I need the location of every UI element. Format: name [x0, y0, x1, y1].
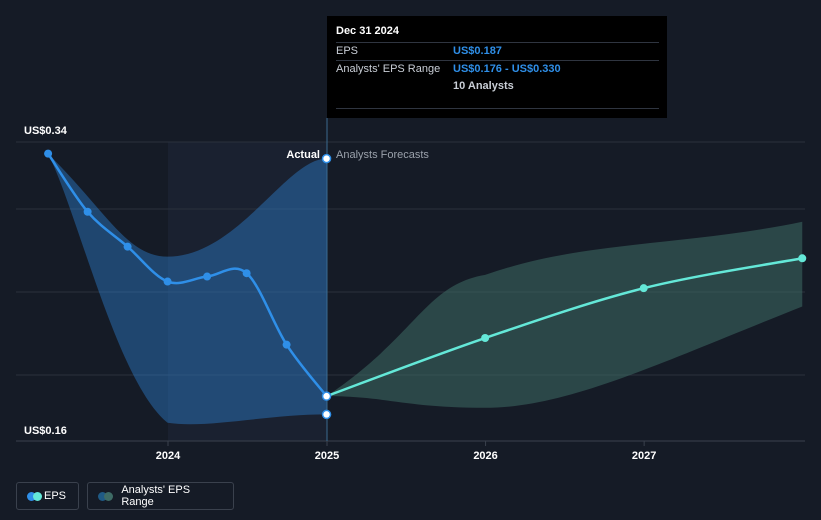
eps-point	[321, 391, 332, 401]
eps-swatch-icon	[27, 491, 42, 501]
tooltip-label: EPS	[336, 45, 359, 57]
y-min-label: US$0.16	[24, 425, 67, 437]
x-tick-label: 2026	[473, 450, 497, 462]
forecast-label: Analysts Forecasts	[336, 149, 429, 161]
gridlines: 2024 2025 2026 2027	[16, 118, 805, 462]
series-points	[44, 149, 807, 420]
tooltip-value: 10 Analysts	[453, 80, 514, 92]
legend-range[interactable]: Analysts' EPS Range	[87, 482, 234, 510]
tooltip-row-analysts: 10 Analysts	[336, 78, 659, 95]
eps-point	[203, 272, 212, 281]
tooltip-divider	[336, 108, 659, 109]
past-range-band	[48, 153, 327, 425]
eps-point	[242, 269, 251, 278]
forecast-point	[639, 284, 648, 293]
eps-point	[163, 277, 172, 286]
eps-point	[44, 149, 53, 158]
eps-point	[83, 207, 92, 216]
eps-point	[282, 340, 291, 349]
y-max-label: US$0.34	[24, 125, 68, 137]
range-swatch-icon	[98, 491, 114, 501]
tooltip-value: US$0.187	[453, 45, 502, 57]
tooltip-value: US$0.176 - US$0.330	[453, 63, 561, 75]
forecast-point	[481, 334, 490, 343]
x-tick-label: 2027	[632, 450, 656, 462]
range-high-marker	[321, 153, 332, 164]
tooltip-label	[336, 78, 453, 95]
tooltip-row-eps: EPS US$0.187	[336, 42, 659, 60]
forecast-range-band	[326, 221, 803, 408]
tooltip-row-range: Analysts' EPS Range US$0.176 - US$0.330	[336, 60, 659, 78]
range-low-marker	[321, 409, 332, 420]
legend-range-label: Analysts' EPS Range	[121, 484, 191, 508]
tooltip-date: Dec 31 2024	[336, 25, 399, 37]
eps-forecast-line	[326, 257, 803, 398]
legend-eps-label: EPS	[43, 490, 66, 502]
forecast-point	[798, 254, 807, 263]
eps-point	[123, 242, 132, 251]
tooltip-label: Analysts' EPS Range	[336, 63, 441, 75]
axis-labels: US$0.34 US$0.16 Actual Analysts Forecast…	[24, 125, 429, 437]
legend-eps[interactable]: EPS	[16, 482, 79, 510]
actual-label: Actual	[286, 149, 320, 161]
x-tick-label: 2025	[315, 450, 339, 462]
data-tooltip: Dec 31 2024 EPS US$0.187 Analysts' EPS R…	[327, 16, 667, 118]
range-bands	[48, 153, 803, 425]
x-tick-label: 2024	[156, 450, 181, 462]
